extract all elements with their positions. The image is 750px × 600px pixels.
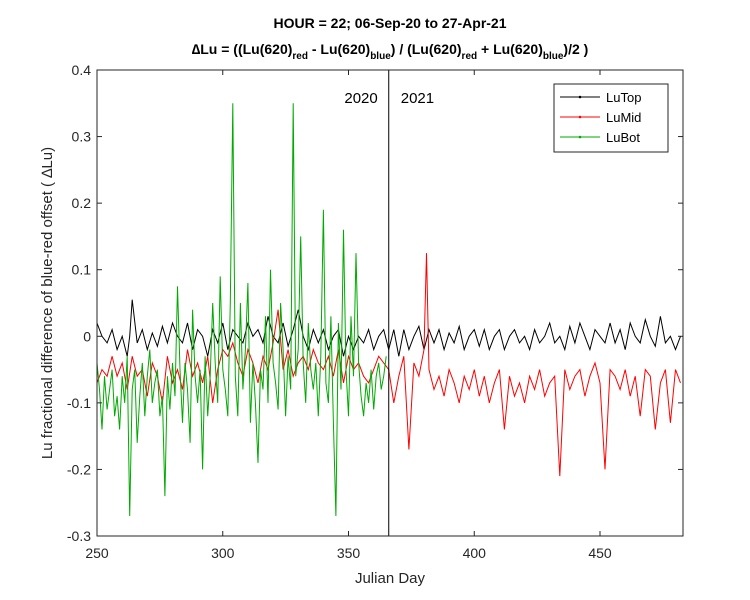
title-sub-red-1: red bbox=[292, 51, 308, 62]
title-sub-blue-1: blue bbox=[370, 51, 391, 62]
ticks-layer: 250 300 350 400 450 -0.3 -0.2 -0.1 0 0.1 0.2 0.3 0.4 bbox=[67, 62, 683, 561]
y-tick-label: -0.1 bbox=[67, 395, 91, 411]
legend-marker-lutop bbox=[578, 95, 582, 99]
title-sub-red-2: red bbox=[462, 51, 478, 62]
title-divide: ) / (Lu(620) bbox=[391, 41, 462, 57]
x-tick-label: 350 bbox=[337, 545, 361, 561]
series-line-lutop bbox=[96, 299, 681, 357]
chart-title-line1: HOUR = 22; 06-Sep-20 to 27-Apr-21 bbox=[273, 15, 506, 31]
series-layer bbox=[96, 103, 681, 517]
y-tick-label: 0.4 bbox=[72, 62, 92, 78]
y-tick-label: 0.3 bbox=[72, 129, 92, 145]
legend: LuTop LuMid LuBot bbox=[553, 83, 669, 153]
title-prefix: ∆Lu = ((Lu(620) bbox=[192, 41, 293, 57]
y-tick-label: 0.2 bbox=[72, 195, 92, 211]
chart-title-line2: ∆Lu = ((Lu(620)red - Lu(620)blue) / (Lu(… bbox=[192, 41, 589, 62]
y-tick-label: 0.1 bbox=[72, 262, 92, 278]
y-tick-label: -0.3 bbox=[67, 528, 91, 544]
plot-frame bbox=[96, 69, 684, 537]
series-line-lubot bbox=[96, 103, 387, 517]
x-tick-label: 300 bbox=[211, 545, 235, 561]
x-axis-label: Julian Day bbox=[355, 570, 426, 587]
legend-label-lubot: LuBot bbox=[606, 130, 640, 145]
title-minus: - Lu(620) bbox=[308, 41, 370, 57]
x-tick-label: 450 bbox=[588, 545, 612, 561]
y-tick-label: 0 bbox=[83, 328, 91, 344]
legend-label-lumid: LuMid bbox=[606, 110, 641, 125]
legend-marker-lubot bbox=[578, 135, 582, 139]
title-sub-blue-2: blue bbox=[543, 51, 564, 62]
y-tick-label: -0.2 bbox=[67, 461, 91, 477]
legend-box bbox=[553, 83, 669, 153]
legend-items: LuTop LuMid LuBot bbox=[560, 90, 641, 145]
y-axis-label: Lu fractional difference of blue-red off… bbox=[39, 147, 56, 459]
year-label-2020: 2020 bbox=[344, 90, 377, 107]
x-tick-label: 400 bbox=[463, 545, 487, 561]
x-tick-label: 250 bbox=[85, 545, 109, 561]
title-plus: + Lu(620) bbox=[477, 41, 543, 57]
legend-marker-lumid bbox=[578, 115, 582, 119]
title-suffix: )/2 ) bbox=[563, 41, 588, 57]
legend-label-lutop: LuTop bbox=[606, 90, 641, 105]
year-label-2021: 2021 bbox=[401, 90, 434, 107]
